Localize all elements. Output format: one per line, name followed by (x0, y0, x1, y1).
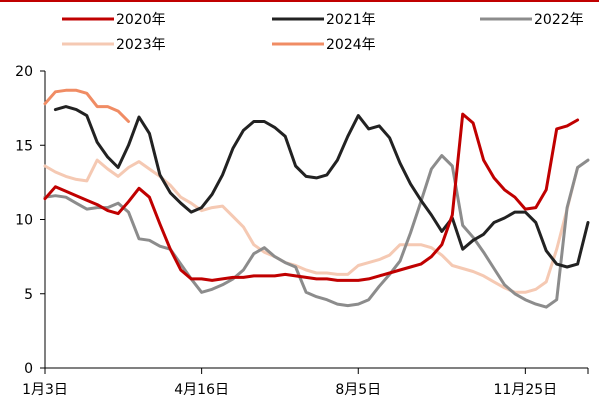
y-tick-label: 15 (15, 138, 33, 154)
legend-item: 2022年 (480, 12, 584, 28)
legend-item: 2020年 (62, 12, 166, 28)
y-tick-label: 20 (15, 64, 33, 80)
legend-label: 2023年 (116, 37, 166, 53)
series-line-2021年 (53, 105, 590, 269)
series-line-2022年 (43, 154, 590, 309)
top-rule (0, 0, 599, 2)
legend-label: 2024年 (326, 37, 376, 53)
legend: 2020年 2021年 2022年 2023年 2024年 (62, 12, 584, 53)
legend-label: 2020年 (116, 12, 166, 28)
x-tick-label: 11月25日 (494, 382, 558, 398)
x-tick-label: 1月3日 (22, 382, 68, 398)
series-line-2020年 (43, 112, 580, 282)
legend-item: 2024年 (272, 37, 376, 53)
legend-label: 2021年 (326, 12, 376, 28)
legend-label: 2022年 (534, 12, 584, 28)
y-tick-label: 5 (24, 287, 33, 303)
y-tick-label: 10 (15, 213, 33, 229)
series-lines (43, 88, 590, 309)
legend-item: 2021年 (272, 12, 376, 28)
x-tick-label: 4月16日 (174, 382, 229, 398)
axes: 0 5 10 15 20 1月3日 4月16日 8月5日 11月25日 (15, 64, 589, 398)
x-tick-label: 8月5日 (335, 382, 381, 398)
legend-item: 2023年 (62, 37, 166, 53)
y-tick-label: 0 (24, 361, 33, 377)
series-line-2024年 (43, 88, 130, 123)
series-line-2023年 (43, 158, 580, 294)
